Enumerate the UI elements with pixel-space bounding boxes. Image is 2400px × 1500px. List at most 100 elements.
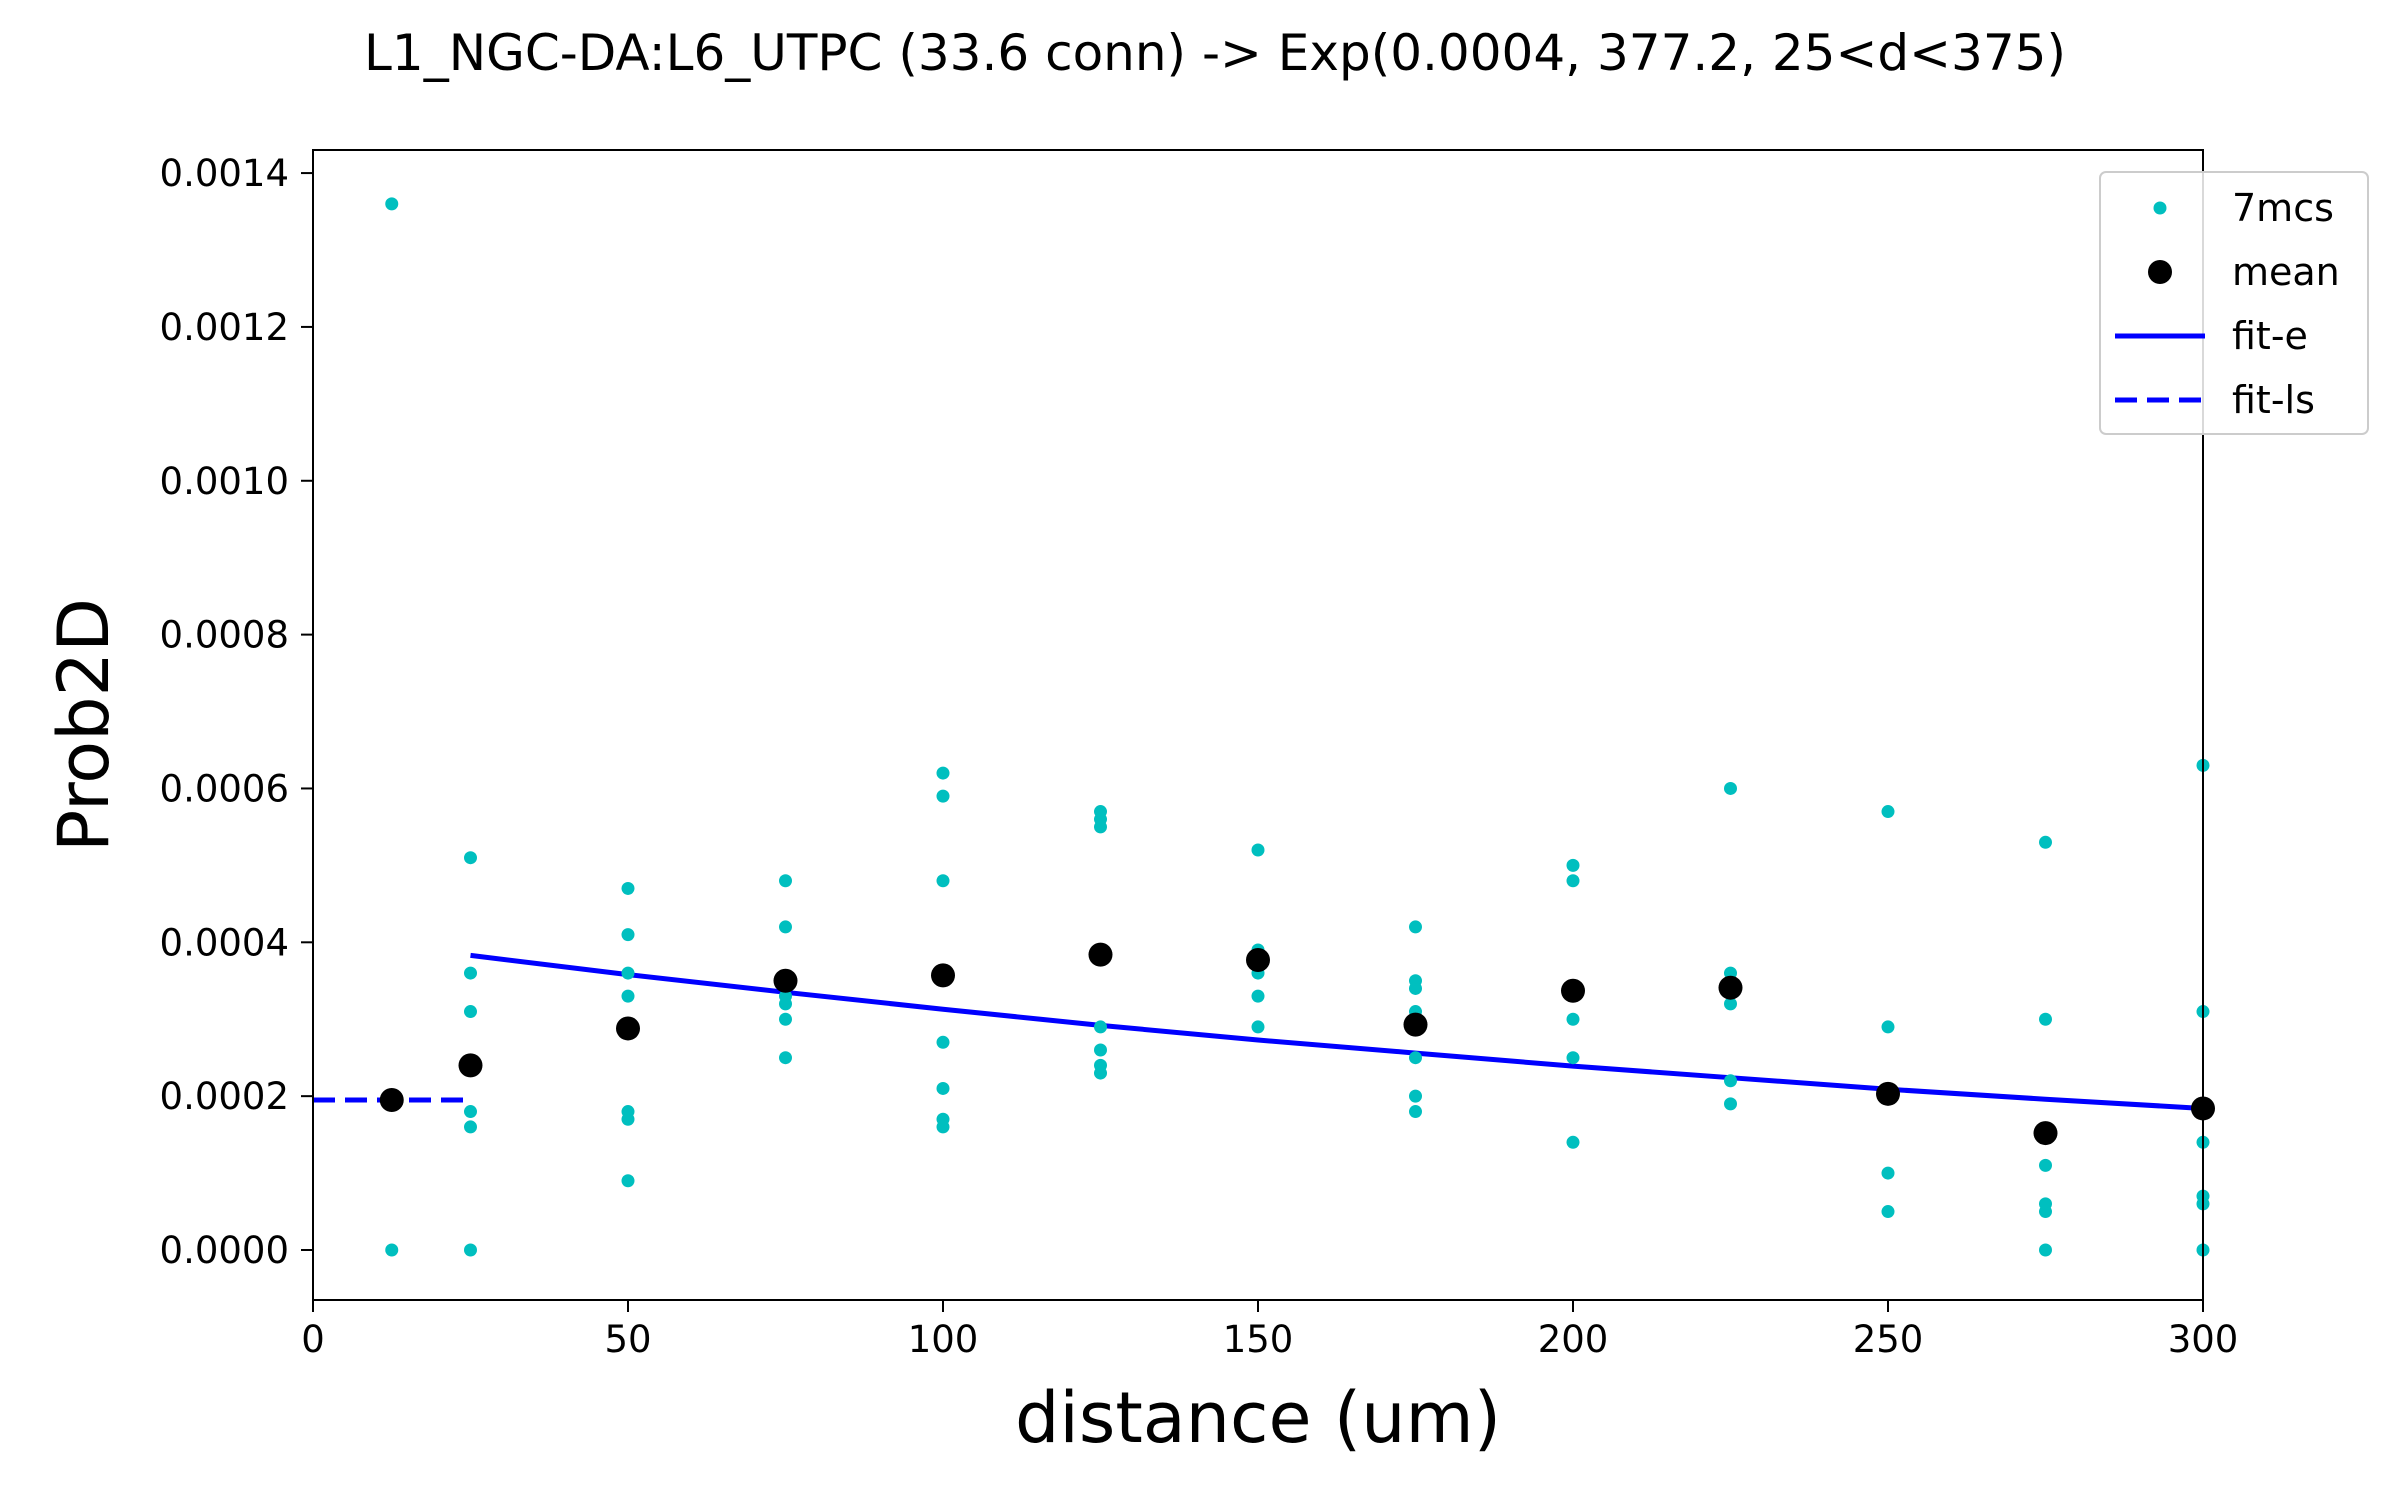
7mcs-point <box>1724 997 1737 1011</box>
x-tick-label: 300 <box>2168 1318 2239 1361</box>
7mcs-point <box>1724 1074 1737 1088</box>
y-tick-label: 0.0008 <box>160 614 289 657</box>
7mcs-point <box>1094 1043 1107 1057</box>
7mcs-point <box>936 1035 950 1049</box>
y-tick-label: 0.0000 <box>160 1229 289 1272</box>
x-tick-label: 50 <box>604 1318 651 1361</box>
x-axis: 0 50 100 150 200 250 300 <box>301 1300 2238 1361</box>
7mcs-point <box>936 874 950 888</box>
7mcs-point <box>1724 781 1737 795</box>
y-tick-label: 0.0012 <box>160 306 289 349</box>
x-tick-label: 200 <box>1538 1318 1609 1361</box>
7mcs-point <box>779 874 792 888</box>
7mcs-point <box>464 1120 477 1134</box>
7mcs-point <box>1094 1066 1107 1080</box>
7mcs-point <box>464 851 477 865</box>
series-layer <box>313 197 2215 1257</box>
x-tick-label: 250 <box>1853 1318 1924 1361</box>
7mcs-point <box>1094 1020 1107 1034</box>
7mcs-point <box>1251 843 1265 857</box>
mean-point <box>1403 1012 1428 1037</box>
7mcs-point <box>2039 1205 2052 1219</box>
7mcs-point <box>464 1005 477 1019</box>
mean-point <box>1718 975 1743 1000</box>
7mcs-point <box>385 197 399 211</box>
y-tick-label: 0.0004 <box>160 921 289 964</box>
7mcs-point <box>1251 989 1265 1003</box>
7mcs-point <box>464 1243 477 1257</box>
fit-e-line <box>470 952 2204 1111</box>
7mcs-point <box>1881 1020 1895 1034</box>
mean-point <box>1561 978 1585 1003</box>
legend-box <box>2099 171 2369 435</box>
legend-label-fit-e: fit-e <box>2232 314 2308 358</box>
y-tick-label: 0.0014 <box>160 152 289 195</box>
mean-point <box>2033 1121 2058 1146</box>
7mcs-point <box>2039 1012 2052 1026</box>
7mcs-point <box>1566 1051 1580 1065</box>
mean-point <box>1088 942 1113 967</box>
mean-point <box>616 1016 640 1041</box>
plot-frame <box>312 149 2204 1301</box>
7mcs-point <box>1409 920 1422 934</box>
7mcs-point <box>2039 1243 2052 1257</box>
7mcs-point <box>779 1012 792 1026</box>
7mcs-point <box>936 789 950 803</box>
x-axis-label: distance (um) <box>1015 1377 1501 1459</box>
7mcs-point <box>779 997 792 1011</box>
mean-point <box>1876 1081 1900 1106</box>
7mcs-point <box>936 766 950 780</box>
7mcs-point <box>1409 981 1422 995</box>
7mcs-point <box>1409 1105 1422 1119</box>
7mcs-point <box>779 920 792 934</box>
7mcs-point <box>936 1081 950 1095</box>
7mcs-point <box>1409 1089 1422 1103</box>
7mcs-point <box>621 1174 635 1188</box>
plot-area <box>313 150 2203 1300</box>
legend: 7mcs mean fit-e fit-ls <box>2099 171 2369 435</box>
7mcs-point <box>779 1051 792 1065</box>
7mcs-point <box>621 928 635 942</box>
y-tick-label: 0.0010 <box>160 460 289 503</box>
x-tick-label: 100 <box>908 1318 979 1361</box>
7mcs-point <box>1881 1166 1895 1180</box>
7mcs-point <box>1251 1020 1265 1034</box>
7mcs-point <box>1094 820 1107 834</box>
legend-label-7mcs: 7mcs <box>2232 186 2334 230</box>
7mcs-point <box>1409 1051 1422 1065</box>
y-axis-label: Prob2D <box>43 598 125 852</box>
mean-point <box>458 1053 483 1078</box>
7mcs-point <box>385 1243 399 1257</box>
7mcs-point <box>936 1120 950 1134</box>
7mcs-point <box>621 881 635 895</box>
7mcs-point <box>2039 835 2052 849</box>
7mcs-point <box>1881 805 1895 819</box>
mean-point <box>1246 948 1270 972</box>
mean-point <box>773 968 798 993</box>
legend-label-fit-ls: fit-ls <box>2232 378 2315 422</box>
7mcs-point <box>1566 1012 1580 1026</box>
7mcs-point <box>1566 858 1580 872</box>
y-tick-label: 0.0002 <box>160 1075 289 1118</box>
legend-label-mean: mean <box>2232 250 2340 294</box>
7mcs-point <box>1881 1205 1895 1219</box>
legend-swatch-mean <box>2148 260 2172 284</box>
7mcs-point <box>1724 1097 1737 1111</box>
x-tick-label: 0 <box>301 1318 325 1361</box>
y-tick-label: 0.0006 <box>160 767 289 810</box>
7mcs-point <box>1566 874 1580 888</box>
7mcs-point <box>621 989 635 1003</box>
7mcs-point <box>1566 1135 1580 1149</box>
x-tick-label: 150 <box>1223 1318 1294 1361</box>
7mcs-point <box>621 1112 635 1126</box>
mean-point <box>931 963 955 988</box>
legend-swatch-7mcs <box>2153 201 2167 215</box>
mean-point <box>379 1088 404 1112</box>
chart-title: L1_NGC-DA:L6_UTPC (33.6 conn) -> Exp(0.0… <box>364 24 2066 82</box>
7mcs-point <box>621 966 635 980</box>
7mcs-point <box>2039 1158 2052 1172</box>
7mcs-point <box>464 966 477 980</box>
7mcs-point <box>464 1105 477 1119</box>
y-axis: 0.0000 0.0002 0.0004 0.0006 0.0008 0.0010 0.00… <box>160 152 313 1272</box>
